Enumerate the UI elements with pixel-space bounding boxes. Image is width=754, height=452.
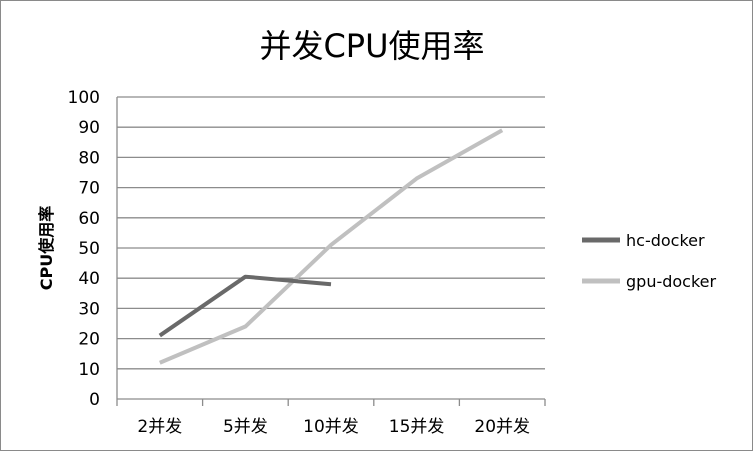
legend: hc-docker gpu-docker: [582, 231, 717, 291]
y-tick-label: 30: [78, 299, 100, 319]
x-tick-label: 20并发: [474, 417, 530, 437]
x-axis-ticks: 2并发 5并发 10并发 15并发 20并发: [116, 399, 546, 437]
y-tick-label: 90: [78, 118, 100, 138]
y-tick-label: 60: [78, 209, 100, 229]
x-tick-label: 15并发: [389, 417, 445, 437]
y-tick-label: 70: [78, 179, 100, 199]
y-tick-label: 50: [78, 239, 100, 259]
y-axis-label: CPU使用率: [37, 206, 56, 290]
y-tick-label: 100: [68, 88, 100, 108]
x-tick-label: 2并发: [137, 417, 182, 437]
y-tick-label: 10: [78, 360, 100, 380]
gridlines: [116, 96, 545, 400]
legend-label-hc-docker: hc-docker: [626, 231, 705, 250]
x-tick-label: 5并发: [223, 417, 268, 437]
y-tick-label: 0: [89, 390, 100, 410]
y-axis-ticks: 0 10 20 30 40 50 60 70 80 90 100: [68, 88, 100, 410]
data-series: [158, 128, 504, 365]
chart-title: 并发CPU使用率: [259, 27, 484, 65]
y-tick-label: 40: [78, 269, 100, 289]
y-tick-label: 80: [78, 148, 100, 168]
y-tick-label: 20: [78, 330, 100, 350]
legend-label-gpu-docker: gpu-docker: [626, 272, 717, 291]
x-tick-label: 10并发: [303, 417, 359, 437]
